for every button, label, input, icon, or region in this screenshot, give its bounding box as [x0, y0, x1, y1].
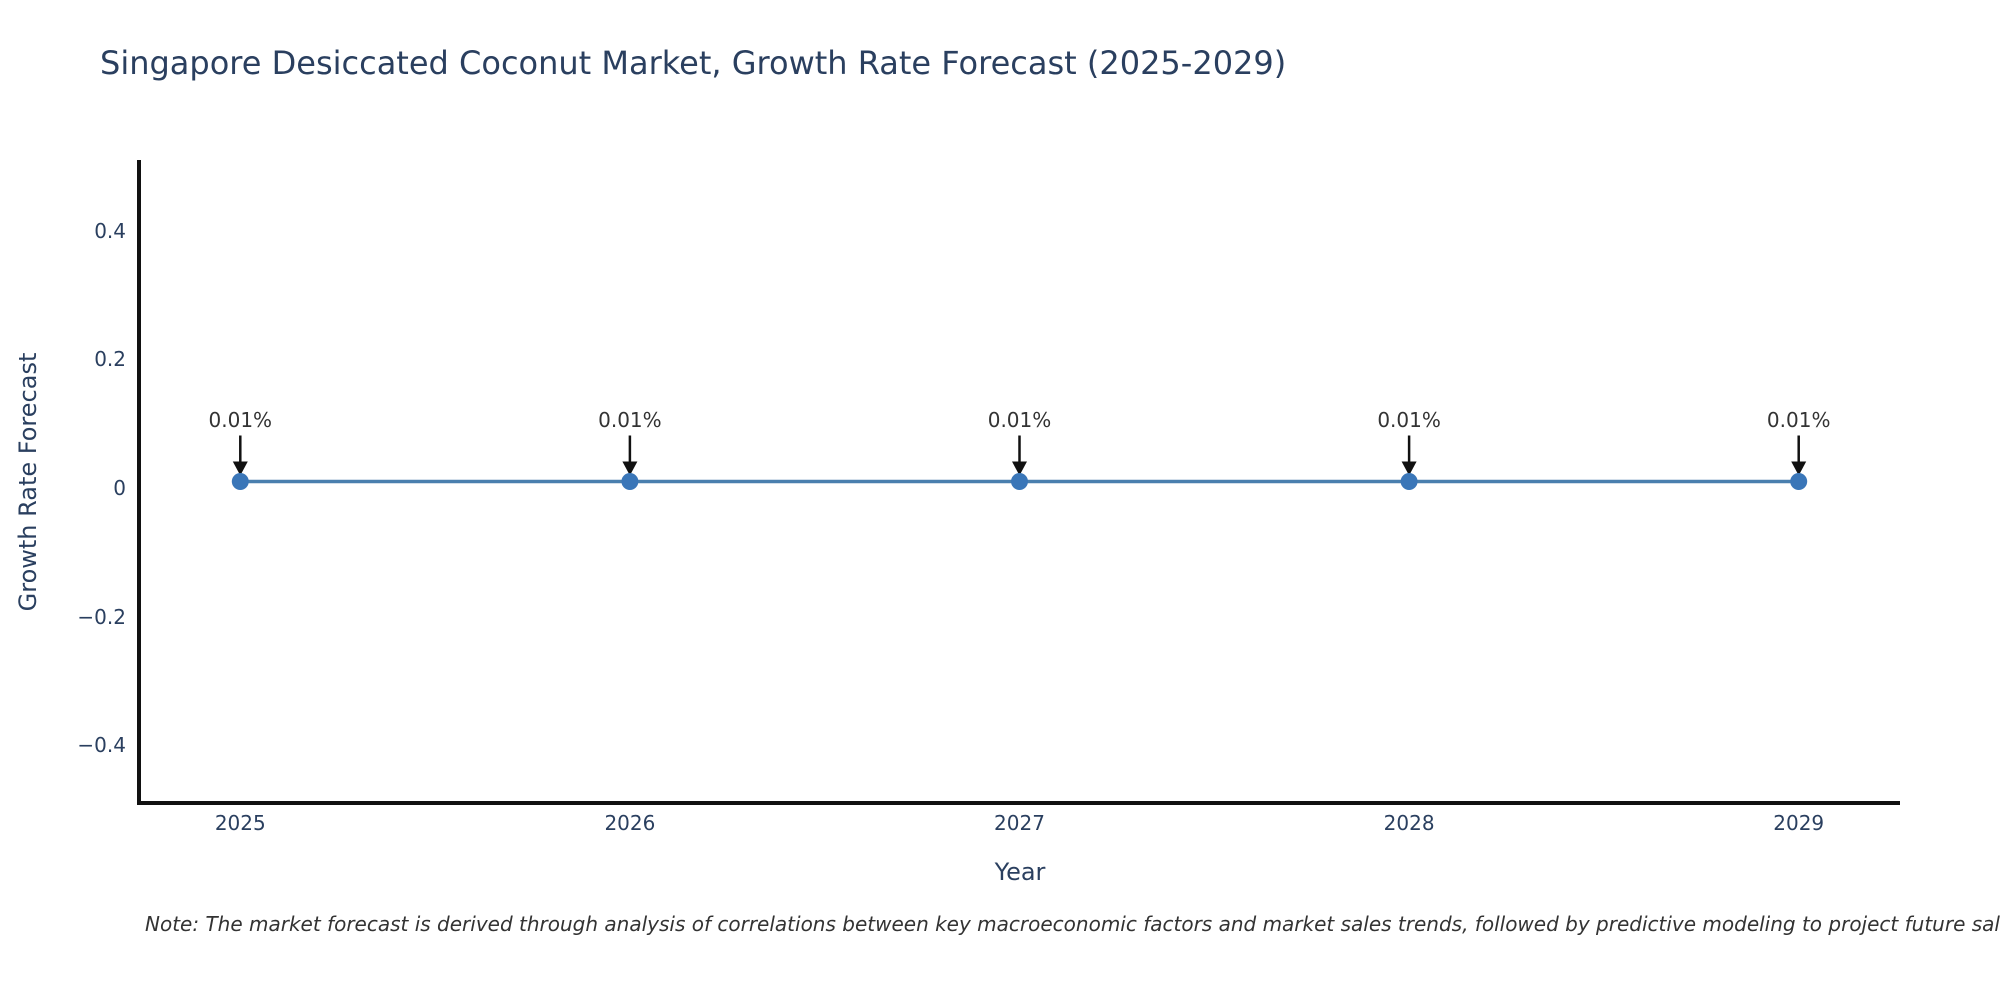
annotation-arrow-head: [1012, 461, 1027, 476]
data-point-marker: [1011, 473, 1028, 490]
x-tick-label: 2025: [214, 811, 266, 835]
x-tick-label: 2027: [994, 811, 1045, 835]
y-axis-title: Growth Rate Forecast: [14, 352, 42, 612]
annotation-arrow-head: [1401, 461, 1417, 476]
point-annotation: 0.01%: [1766, 408, 1831, 432]
x-tick-label: 2029: [1773, 811, 1825, 835]
x-tick-label: 2026: [604, 811, 656, 835]
data-point-marker: [621, 473, 639, 490]
data-point-marker: [1400, 473, 1418, 490]
y-tick-label: 0: [113, 475, 126, 500]
annotation-arrow-head: [622, 461, 638, 476]
point-annotation: 0.01%: [598, 408, 662, 432]
point-annotation: 0.01%: [987, 408, 1052, 432]
point-annotation: 0.01%: [1377, 408, 1441, 432]
x-axis-title: Year: [994, 858, 1046, 886]
y-tick-label: 0.4: [94, 218, 126, 243]
chart-footnote: Note: The market forecast is derived thr…: [145, 912, 2000, 936]
y-tick-label: 0.2: [94, 347, 126, 372]
y-tick-label: −0.4: [77, 733, 126, 758]
x-tick-label: 2028: [1383, 811, 1435, 835]
annotation-arrow-head: [232, 461, 248, 476]
data-point-marker: [1790, 473, 1808, 490]
chart-title: Singapore Desiccated Coconut Market, Gro…: [100, 44, 1287, 82]
data-point-marker: [231, 473, 249, 490]
y-tick-label: −0.2: [77, 604, 126, 629]
point-annotation: 0.01%: [208, 408, 273, 432]
annotation-arrow-head: [1791, 461, 1807, 476]
